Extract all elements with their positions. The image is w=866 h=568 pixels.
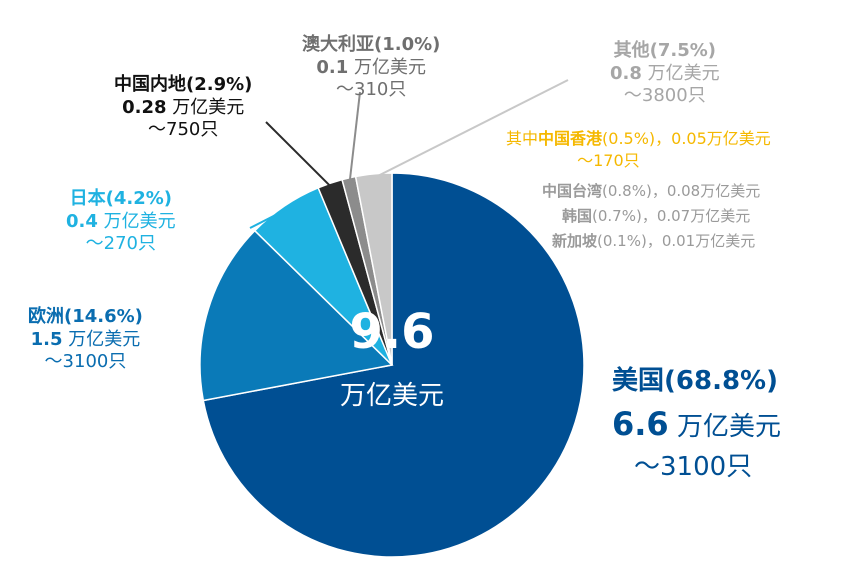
- label-mainland-china: 中国内地(2.9%) 0.28 万亿美元 ～750只: [114, 74, 253, 140]
- total-value: 9.6: [349, 304, 435, 360]
- label-australia: 澳大利亚(1.0%) 0.1 万亿美元 ～310只: [302, 34, 441, 100]
- label-taiwan: 中国台湾(0.8%)，0.08万亿美元: [542, 182, 761, 200]
- label-korea: 韩国(0.7%)，0.07万亿美元: [562, 207, 751, 225]
- leader-lines: [249, 79, 569, 229]
- leader-line-4: [348, 91, 361, 182]
- label-singapore: 新加坡(0.1%)，0.01万亿美元: [552, 232, 756, 250]
- leader-line-5: [373, 79, 569, 179]
- pie-slices: [199, 172, 585, 558]
- label-europe: 欧洲(14.6%) 1.5 万亿美元 ～3100只: [28, 306, 143, 372]
- pie-slice-0: [202, 172, 585, 558]
- total-unit: 万亿美元: [339, 381, 444, 411]
- label-hong-kong: 其中中国香港(0.5%)，0.05万亿美元 ～170只: [506, 129, 771, 171]
- pie-slice-1: [199, 229, 394, 402]
- pie-slice-5: [354, 172, 393, 366]
- leader-line-2: [249, 208, 288, 229]
- label-other: 其他(7.5%) 0.8 万亿美元 ～3800只: [610, 40, 720, 106]
- label-japan: 日本(4.2%) 0.4 万亿美元 ～270只: [66, 188, 176, 254]
- label-usa: 美国(68.8%) 6.6 万亿美元 ～3100只: [612, 366, 781, 482]
- leader-line-3: [265, 121, 332, 188]
